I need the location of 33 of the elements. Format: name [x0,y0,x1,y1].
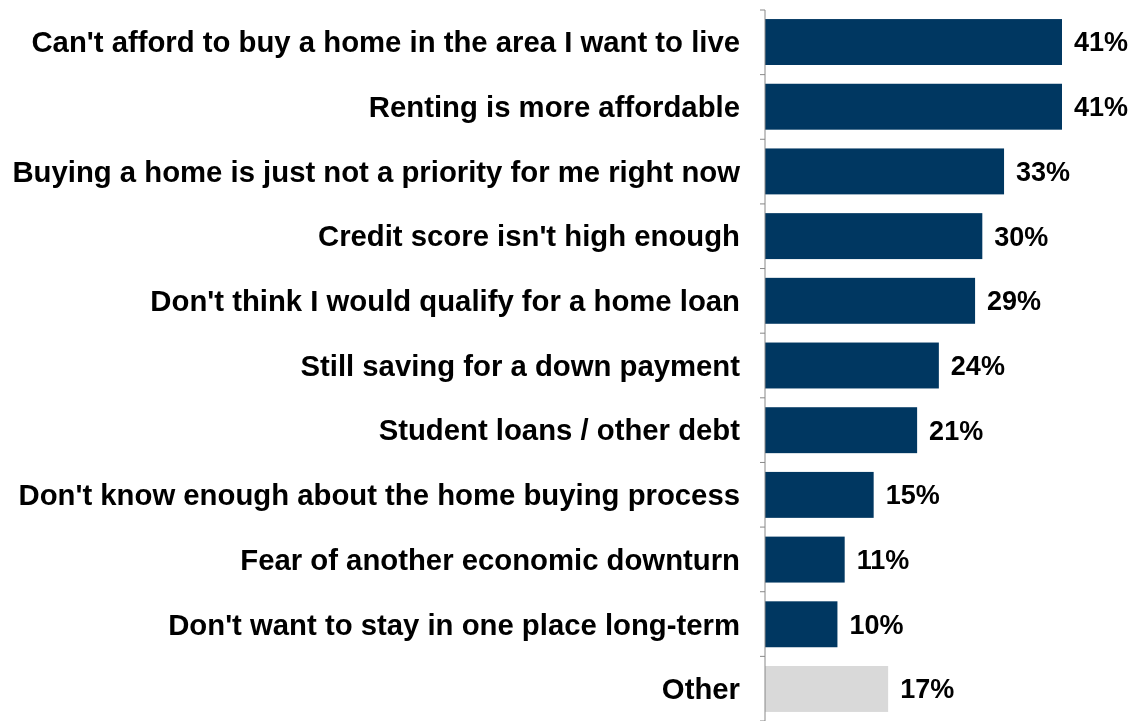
data-label: 30% [994,221,1049,252]
y-tick-label: Credit score isn't high enough [317,219,740,253]
y-tick-label: Don't want to stay in one place long-term [168,607,740,641]
data-label: 11% [856,545,910,576]
bar [765,471,874,518]
y-tick-label: Student loans / other debt [378,413,741,447]
bar [765,342,939,389]
bar [765,277,976,324]
data-label: 21% [929,415,984,446]
data-label: 33% [1016,156,1071,187]
bar [765,407,918,454]
y-tick-label: Fear of another economic downturn [240,542,740,576]
y-tick-label: Don't think I would qualify for a home loan [150,284,740,318]
y-tick-label: Can't afford to buy a home in the area I want to live [31,25,740,59]
data-label: 29% [987,286,1042,317]
y-tick-label: Renting is more affordable [368,89,740,123]
data-label: 17% [900,674,955,705]
y-tick-label: Still saving for a down payment [300,348,741,382]
bar [765,148,1005,195]
bar [765,213,983,260]
bar [765,83,1062,130]
bar [765,601,838,648]
bar [765,666,889,712]
data-label: 10% [849,609,904,640]
data-label: 41% [1074,27,1129,58]
y-tick-label: Buying a home is just not a priority for me right now [12,154,741,188]
bar [765,19,1062,65]
y-tick-label: Don't know enough about the home buying process [18,478,740,512]
y-tick-label: Other [661,672,740,706]
data-label: 15% [885,480,940,511]
bar [765,536,845,583]
data-label: 41% [1074,92,1129,123]
data-label: 24% [950,350,1005,381]
